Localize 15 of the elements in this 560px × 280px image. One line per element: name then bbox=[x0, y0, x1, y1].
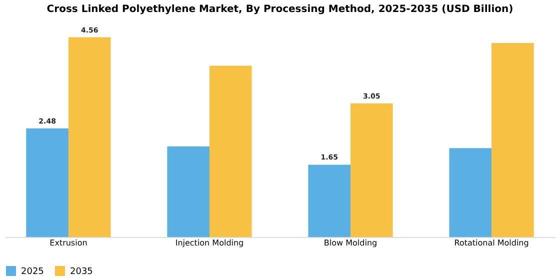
bar bbox=[492, 42, 534, 237]
x-tick-label: Injection Molding bbox=[175, 238, 244, 248]
bar bbox=[209, 66, 252, 237]
bar bbox=[68, 37, 111, 237]
x-tick-label: Rotational Molding bbox=[454, 238, 529, 248]
x-tick-label: Extrusion bbox=[50, 238, 88, 248]
x-tick-label: Blow Molding bbox=[324, 238, 378, 248]
legend-label: 2025 bbox=[21, 267, 44, 277]
bar bbox=[26, 128, 68, 237]
bar bbox=[350, 103, 393, 237]
bar bbox=[308, 164, 351, 237]
chart-title: Cross Linked Polyethylene Market, By Processing Method, 2025-2035 (USD Billion) bbox=[46, 4, 514, 15]
bar bbox=[167, 146, 210, 237]
legend-label: 2035 bbox=[70, 267, 93, 277]
bar bbox=[449, 148, 492, 237]
